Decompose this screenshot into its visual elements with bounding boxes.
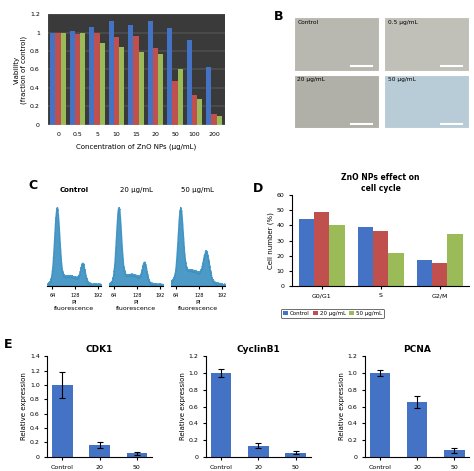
Bar	[158, 54, 164, 125]
Title: Control: Control	[60, 187, 89, 194]
FancyBboxPatch shape	[294, 75, 379, 128]
Y-axis label: Relative expression: Relative expression	[180, 373, 186, 440]
Bar	[248, 446, 269, 457]
Text: E: E	[3, 338, 12, 351]
Text: D: D	[253, 182, 263, 195]
Bar	[370, 373, 390, 457]
Bar	[147, 21, 153, 125]
Bar	[94, 33, 100, 125]
Bar	[388, 252, 404, 286]
Bar	[89, 27, 94, 125]
Bar	[153, 48, 158, 125]
X-axis label: PI
fluorescence: PI fluorescence	[178, 300, 218, 311]
Bar	[211, 373, 231, 457]
Text: C: C	[28, 179, 38, 192]
Bar	[192, 95, 197, 125]
Bar	[52, 385, 73, 457]
X-axis label: PI
fluorescence: PI fluorescence	[116, 300, 156, 311]
Title: ZnO NPs effect on
cell cycle: ZnO NPs effect on cell cycle	[341, 173, 420, 193]
Title: 20 μg/mL: 20 μg/mL	[119, 187, 153, 194]
X-axis label: PI
fluorescence: PI fluorescence	[54, 300, 94, 311]
Y-axis label: Viability
(fraction of control): Viability (fraction of control)	[14, 35, 27, 104]
Bar	[285, 453, 306, 457]
Text: 0.5 μg/mL: 0.5 μg/mL	[388, 20, 418, 24]
Bar	[61, 32, 66, 125]
Bar	[432, 263, 447, 286]
Bar	[417, 260, 432, 286]
Title: PCNA: PCNA	[403, 345, 431, 354]
Bar	[299, 219, 314, 286]
Title: 50 μg/mL: 50 μg/mL	[181, 187, 214, 194]
Bar	[70, 31, 75, 125]
Bar	[50, 32, 55, 125]
Bar	[314, 212, 329, 286]
Bar	[128, 25, 133, 125]
Bar	[329, 226, 345, 286]
Bar	[100, 43, 105, 125]
Bar	[217, 115, 222, 125]
FancyBboxPatch shape	[384, 75, 469, 128]
FancyBboxPatch shape	[294, 17, 379, 71]
Bar	[211, 114, 217, 125]
Bar	[444, 450, 465, 457]
Bar	[55, 32, 61, 125]
Bar	[119, 48, 125, 125]
Text: B: B	[274, 10, 284, 23]
Bar	[114, 37, 119, 125]
Bar	[206, 67, 211, 125]
Bar	[109, 21, 114, 125]
Bar	[447, 235, 463, 286]
Y-axis label: Relative expression: Relative expression	[338, 373, 345, 440]
Bar	[173, 81, 178, 125]
Bar	[133, 36, 139, 125]
Bar	[75, 34, 80, 125]
Y-axis label: Cell number (%): Cell number (%)	[267, 212, 273, 269]
Text: Control: Control	[297, 20, 319, 24]
Bar	[90, 445, 110, 457]
Bar	[197, 99, 202, 125]
Bar	[127, 453, 147, 457]
Legend: Control, 20 μg/mL, 50 μg/mL: Control, 20 μg/mL, 50 μg/mL	[281, 309, 384, 318]
Text: 50 μg/mL: 50 μg/mL	[388, 77, 416, 82]
Title: CDK1: CDK1	[86, 345, 113, 354]
Bar	[80, 33, 85, 125]
Text: 20 μg/mL: 20 μg/mL	[297, 77, 325, 82]
Bar	[407, 402, 427, 457]
FancyBboxPatch shape	[384, 17, 469, 71]
Y-axis label: Relative expression: Relative expression	[21, 373, 27, 440]
Bar	[178, 69, 183, 125]
Bar	[139, 52, 144, 125]
Bar	[373, 231, 388, 286]
Bar	[187, 40, 192, 125]
Bar	[167, 28, 173, 125]
X-axis label: Concentration of ZnO NPs (μg/mL): Concentration of ZnO NPs (μg/mL)	[76, 143, 196, 149]
Title: CyclinB1: CyclinB1	[237, 345, 280, 354]
Bar	[357, 227, 373, 286]
